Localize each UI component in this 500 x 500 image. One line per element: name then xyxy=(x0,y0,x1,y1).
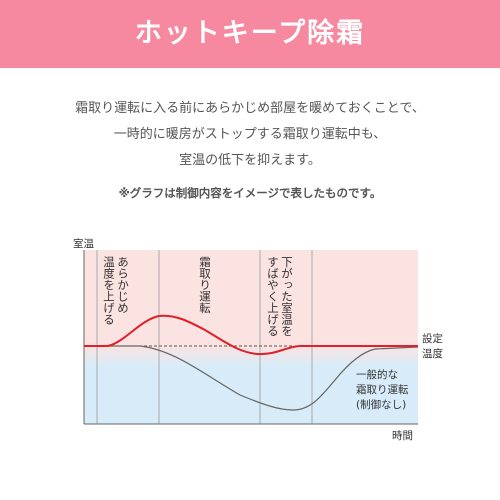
page-title: ホットキープ除霜 xyxy=(134,18,366,49)
phase-label-preheat: あらかじめ 温度を上げる xyxy=(102,256,130,325)
phase-label-preheat-line-2: 温度を上げる xyxy=(102,256,116,325)
x-axis-label: 時間 xyxy=(392,430,413,442)
general-label-line-3: (制御なし) xyxy=(356,399,407,411)
general-label-line-1: 一般的な xyxy=(356,369,398,381)
setpoint-label: 設定 温度 xyxy=(422,332,443,362)
description-line-1: 霜取り運転に入る前にあらかじめ部屋を暖めておくことで、 xyxy=(75,101,425,116)
setpoint-label-line-1: 設定 xyxy=(422,333,443,345)
general-defrost-label: 一般的な 霜取り運転 (制御なし) xyxy=(356,368,409,413)
description-line-2: 一時的に暖房がストップする霜取り運転中も、 xyxy=(113,127,387,142)
header-bar: ホットキープ除霜 xyxy=(0,0,500,68)
phase-label-preheat-line-1: あらかじめ xyxy=(116,256,130,314)
y-axis-label: 室温 xyxy=(73,238,94,250)
phase-label-defrost: 霜取り運転 xyxy=(198,256,212,314)
phase-label-recover: 下がった室温を すばやく上げる xyxy=(266,256,294,337)
general-defrost-curve xyxy=(84,345,419,411)
description: 霜取り運転に入る前にあらかじめ部屋を暖めておくことで、 一時的に暖房がストップす… xyxy=(0,96,500,174)
phase-label-defrost-line-1: 霜取り運転 xyxy=(198,256,212,314)
graph-note: ※グラフは制御内容をイメージで表したものです。 xyxy=(118,186,382,200)
description-line-3: 室温の低下を抑えます。 xyxy=(179,153,321,168)
setpoint-label-line-2: 温度 xyxy=(422,348,443,360)
general-label-line-2: 霜取り運転 xyxy=(356,384,409,396)
hotkeep-curve xyxy=(84,314,418,356)
phase-label-recover-line-1: 下がった室温を xyxy=(280,256,294,337)
diagram-background xyxy=(84,250,418,424)
phase-label-recover-line-2: すばやく上げる xyxy=(266,256,280,337)
